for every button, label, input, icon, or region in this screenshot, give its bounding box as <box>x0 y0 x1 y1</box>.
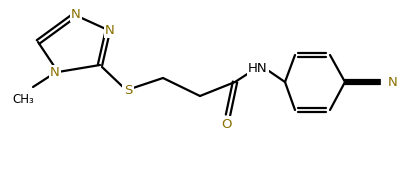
Text: CH₃: CH₃ <box>12 93 34 106</box>
Text: HN: HN <box>248 61 268 74</box>
Text: S: S <box>124 83 132 96</box>
Text: N: N <box>50 66 60 79</box>
Text: O: O <box>222 117 232 130</box>
Text: N: N <box>105 23 115 36</box>
Text: N: N <box>71 8 81 20</box>
Text: N: N <box>388 76 398 89</box>
